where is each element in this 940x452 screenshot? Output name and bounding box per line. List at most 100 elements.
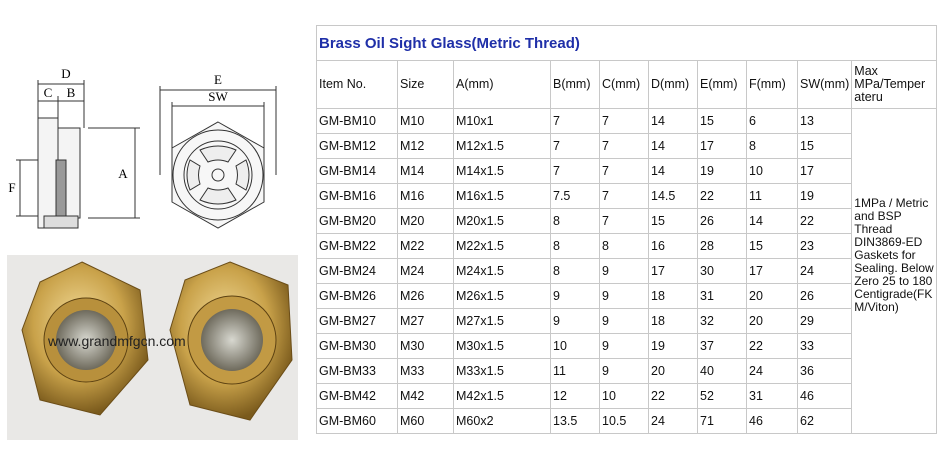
table-row: GM-BM20 M20 M20x1.5 8 7 15 26 14 22 [316, 208, 937, 234]
cell: 32 [697, 308, 747, 334]
cell: M12 [397, 133, 454, 159]
cell: M14x1.5 [453, 158, 551, 184]
cell: 9 [550, 283, 600, 309]
cell: 26 [697, 208, 747, 234]
cell: 7 [599, 183, 649, 209]
cell: 20 [648, 358, 698, 384]
cell: 9 [599, 333, 649, 359]
cell: 7 [599, 108, 649, 134]
cell: 14 [648, 158, 698, 184]
note-cell: 1MPa / Metric and BSP Thread DIN3869-ED … [851, 108, 938, 434]
table-row: GM-BM22 M22 M22x1.5 8 8 16 28 15 23 [316, 233, 937, 259]
dim-label: D [61, 66, 70, 81]
cell: 15 [796, 133, 853, 159]
header-row: Item No. Size A(mm) B(mm) C(mm) D(mm) E(mm) F(m… [316, 60, 938, 109]
dim-label: B [67, 85, 76, 100]
illustration: D C B F A E SW www.grandmfgcn.com [7, 66, 298, 440]
cell: 15 [746, 233, 798, 259]
cell: M42 [397, 383, 454, 409]
cell: 7.5 [550, 183, 600, 209]
cell: 10 [599, 383, 649, 409]
cell: 30 [697, 258, 747, 284]
cell: M20x1.5 [453, 208, 551, 234]
cell: M16x1.5 [453, 183, 551, 209]
cell: 7 [550, 108, 600, 134]
watermark: www.grandmfgcn.com [47, 333, 186, 349]
cell: GM-BM60 [316, 408, 398, 434]
cell: M26x1.5 [453, 283, 551, 309]
cell: 14 [648, 108, 698, 134]
table-row: GM-BM16 M16 M16x1.5 7.5 7 14.5 22 11 19 [316, 183, 937, 209]
cell: M27x1.5 [453, 308, 551, 334]
cell: 7 [550, 158, 600, 184]
cell: GM-BM27 [316, 308, 398, 334]
cell: 71 [697, 408, 747, 434]
cell: GM-BM33 [316, 358, 398, 384]
cell: 17 [648, 258, 698, 284]
cell: 13 [796, 108, 853, 134]
cell: M24x1.5 [453, 258, 551, 284]
dim-label: SW [208, 89, 228, 104]
cell: GM-BM24 [316, 258, 398, 284]
cell: 52 [697, 383, 747, 409]
cell: 62 [796, 408, 853, 434]
table-row: GM-BM30 M30 M30x1.5 10 9 19 37 22 33 [316, 333, 937, 359]
cell: GM-BM10 [316, 108, 398, 134]
table-title: Brass Oil Sight Glass(Metric Thread) [315, 25, 938, 61]
cell: GM-BM12 [316, 133, 398, 159]
table-row: GM-BM10 M10 M10x1 7 7 14 15 6 13 1MPa / Metric an… [316, 108, 938, 434]
cell: M22 [397, 233, 454, 259]
cell: 8 [599, 233, 649, 259]
cell: M60 [397, 408, 454, 434]
technical-drawing [16, 80, 277, 229]
cell: 31 [697, 283, 747, 309]
cell: 22 [697, 183, 747, 209]
cell: 31 [746, 383, 798, 409]
cell: 24 [796, 258, 853, 284]
cell: 11 [746, 183, 798, 209]
cell: M60x2 [453, 408, 551, 434]
cell: GM-BM14 [316, 158, 398, 184]
cell: 46 [746, 408, 798, 434]
cell: 22 [746, 333, 798, 359]
cell: 7 [599, 133, 649, 159]
spec-table: Brass Oil Sight Glass(Metric Thread) Item… [315, 25, 938, 434]
cell: 26 [796, 283, 853, 309]
cell: 18 [648, 283, 698, 309]
cell: 14.5 [648, 183, 698, 209]
cell: M30 [397, 333, 454, 359]
cell: 19 [697, 158, 747, 184]
cell: 40 [697, 358, 747, 384]
cell: 33 [796, 333, 853, 359]
cell: M33x1.5 [453, 358, 551, 384]
cell: 18 [648, 308, 698, 334]
cell: 10.5 [599, 408, 649, 434]
cell: 8 [550, 233, 600, 259]
cell: 11 [550, 358, 600, 384]
cell: 28 [697, 233, 747, 259]
cell: 24 [746, 358, 798, 384]
header-cell: D(mm) [648, 60, 698, 109]
cell: 7 [599, 208, 649, 234]
table-row: GM-BM24 M24 M24x1.5 8 9 17 30 17 24 [316, 258, 937, 284]
table-row: GM-BM42 M42 M42x1.5 12 10 22 52 31 46 [316, 383, 937, 409]
table-row: GM-BM33 M33 M33x1.5 11 9 20 40 24 36 [316, 358, 937, 384]
cell: 7 [599, 158, 649, 184]
cell: M27 [397, 308, 454, 334]
cell: M10x1 [453, 108, 551, 134]
cell: 13.5 [550, 408, 600, 434]
cell: 19 [648, 333, 698, 359]
cell: 22 [648, 383, 698, 409]
cell: GM-BM30 [316, 333, 398, 359]
cell: M16 [397, 183, 454, 209]
cell: 29 [796, 308, 853, 334]
cell: 37 [697, 333, 747, 359]
header-cell: Size [397, 60, 454, 109]
cell: M20 [397, 208, 454, 234]
cell: M14 [397, 158, 454, 184]
cell: M30x1.5 [453, 333, 551, 359]
cell: 20 [746, 283, 798, 309]
cell: M26 [397, 283, 454, 309]
cell: 12 [550, 383, 600, 409]
header-cell: C(mm) [599, 60, 649, 109]
